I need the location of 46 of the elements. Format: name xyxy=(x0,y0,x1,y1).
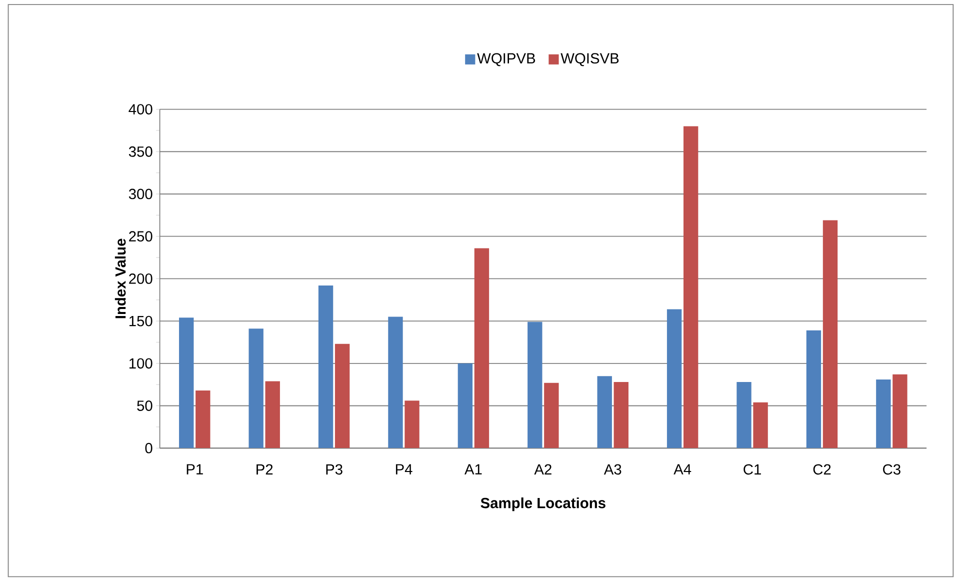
y-tick-label: 250 xyxy=(129,231,152,242)
bar xyxy=(822,220,838,448)
bar xyxy=(683,126,698,448)
bar xyxy=(265,381,280,448)
y-tick-label: 400 xyxy=(128,104,152,114)
y-tick-label: 0 xyxy=(145,442,152,454)
bar xyxy=(753,402,768,448)
bar xyxy=(892,374,908,448)
bar xyxy=(458,363,473,448)
bar xyxy=(404,400,420,448)
y-tick-label: 350 xyxy=(128,146,152,157)
bar xyxy=(736,382,752,448)
bar xyxy=(318,285,334,448)
x-tick-label: A2 xyxy=(534,464,552,474)
bar xyxy=(614,382,628,448)
bar xyxy=(544,382,559,448)
bar xyxy=(179,318,194,448)
bar xyxy=(806,330,822,448)
bar xyxy=(666,309,682,448)
y-tick-label: 200 xyxy=(129,273,152,284)
y-tick-label: 100 xyxy=(129,358,152,369)
bar xyxy=(196,390,210,448)
x-tick-label: A1 xyxy=(464,464,482,474)
bar xyxy=(334,344,350,448)
bar xyxy=(528,322,542,448)
bar xyxy=(597,376,612,448)
legend-label: WQIPVB xyxy=(477,53,536,66)
x-tick-label: P3 xyxy=(326,464,342,475)
legend-label: WQISVB xyxy=(560,53,619,66)
bar xyxy=(876,379,891,448)
bar xyxy=(248,328,264,448)
y-tick-label: 50 xyxy=(137,400,152,411)
bar xyxy=(474,248,490,448)
x-tick-label: C2 xyxy=(813,464,831,475)
x-tick-label: P2 xyxy=(256,464,273,474)
y-tick-label: 150 xyxy=(129,316,152,326)
x-tick-label: P4 xyxy=(396,464,412,474)
x-tick-label: A3 xyxy=(604,464,622,475)
y-axis-title: Index Value xyxy=(114,238,126,318)
x-tick-label: C1 xyxy=(744,464,761,475)
y-tick-label: 300 xyxy=(128,188,152,200)
x-tick-label: C3 xyxy=(883,464,900,475)
x-axis-title: Sample Locations xyxy=(480,497,606,512)
x-tick-label: A4 xyxy=(674,464,692,474)
bar xyxy=(388,316,403,448)
x-tick-label: P1 xyxy=(186,464,203,474)
